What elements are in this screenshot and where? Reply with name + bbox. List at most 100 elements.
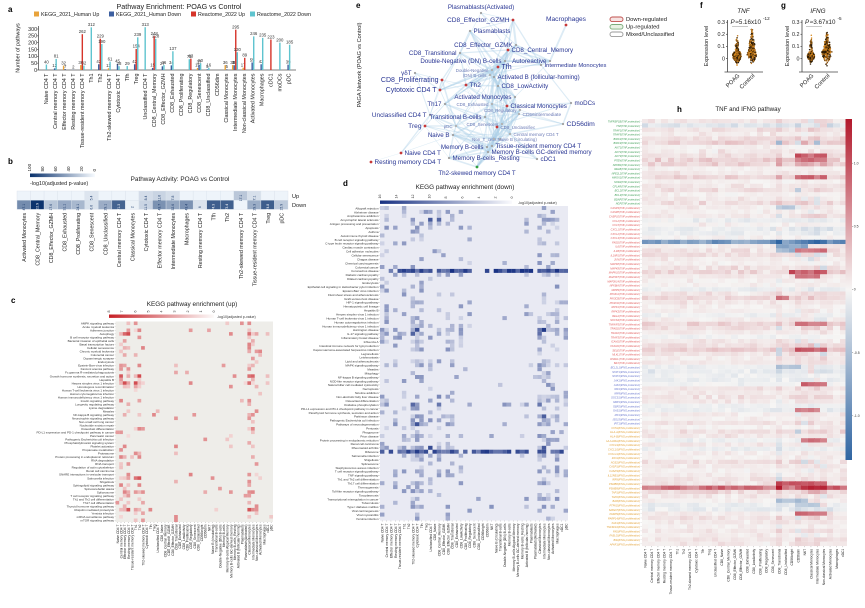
- svg-text:PD-L1 expression and PD-1 chec: PD-L1 expression and PD-1 checkpoint pat…: [36, 431, 114, 435]
- svg-text:0: 0: [34, 68, 37, 74]
- svg-text:CD8_Transitional: CD8_Transitional: [451, 523, 455, 549]
- svg-text:3: 3: [173, 311, 177, 313]
- svg-text:Dilated cardiomyopathy: Dilated cardiomyopathy: [347, 277, 379, 281]
- svg-text:Tfh: Tfh: [149, 524, 153, 529]
- svg-text:7.8: 7.8: [171, 196, 175, 201]
- svg-text:Transitional B-cells: Transitional B-cells: [429, 114, 481, 121]
- svg-text:Cytotoxic CD4 T: Cytotoxic CD4 T: [116, 73, 122, 113]
- svg-text:Macrophages: Macrophages: [185, 213, 191, 245]
- svg-text:Epstein-Barr virus infection: Epstein-Barr virus infection: [343, 289, 379, 293]
- svg-text:50: 50: [198, 58, 203, 63]
- svg-text:Non_T_cells: Non_T_cells: [472, 137, 497, 142]
- svg-text:16: 16: [206, 63, 211, 68]
- svg-text:13: 13: [106, 63, 111, 68]
- svg-text:Memory B-cells_Resting: Memory B-cells_Resting: [453, 155, 521, 162]
- svg-text:moDCs: moDCs: [278, 73, 284, 91]
- svg-text:Double-Negative (DN) B-cells: Double-Negative (DN) B-cells: [420, 58, 501, 65]
- svg-text:Plasmablasts: Plasmablasts: [474, 28, 511, 35]
- svg-text:Memory B-cells GC-derived memo: Memory B-cells GC-derived memory: [516, 523, 520, 577]
- svg-text:5: 5: [226, 64, 229, 69]
- svg-text:79: 79: [187, 54, 192, 59]
- svg-text:NOD-like receptor signaling pa: NOD-like receptor signaling pathway: [330, 379, 379, 383]
- svg-text:Activated B (follicular-homing: Activated B (follicular-homing): [237, 525, 241, 569]
- svg-text:Nucleotide excision repair: Nucleotide excision repair: [80, 423, 114, 427]
- svg-text:Salmonella infection: Salmonella infection: [352, 454, 379, 458]
- svg-text:CD8_Proliferating: CD8_Proliferating: [185, 524, 189, 550]
- svg-text:45: 45: [115, 59, 120, 64]
- svg-text:Plasmablasts(Activated): Plasmablasts(Activated): [448, 4, 514, 11]
- svg-text:2: 2: [72, 65, 75, 70]
- svg-text:Naive CD4 T: Naive CD4 T: [44, 73, 50, 104]
- svg-text:Renal cell carcinoma: Renal cell carcinoma: [86, 469, 114, 473]
- svg-text:0.2: 0.2: [792, 32, 800, 38]
- svg-text:CD8_Senescent: CD8_Senescent: [193, 524, 197, 548]
- svg-text:Tfh: Tfh: [420, 523, 424, 528]
- svg-text:pDC: pDC: [270, 524, 274, 531]
- svg-text:Treg: Treg: [134, 74, 140, 85]
- svg-text:5: 5: [146, 311, 150, 313]
- svg-text:Platelet activation: Platelet activation: [90, 445, 114, 449]
- svg-text:IL-17 signaling pathway: IL-17 signaling pathway: [347, 332, 379, 336]
- svg-text:12: 12: [52, 63, 57, 68]
- svg-text:0.1: 0.1: [792, 44, 800, 50]
- svg-text:CD8_Regulatory: CD8_Regulatory: [188, 73, 194, 113]
- svg-text:295: 295: [232, 24, 240, 29]
- svg-text:Osteoclast differentiation: Osteoclast differentiation: [346, 399, 379, 403]
- svg-text:CD8_Unclassified: CD8_Unclassified: [206, 73, 212, 116]
- svg-text:Naive CD4 T: Naive CD4 T: [405, 150, 442, 157]
- svg-text:CD56dim: CD56dim: [567, 121, 596, 128]
- svg-text:CD8_LowActivity: CD8_LowActivity: [182, 524, 186, 549]
- svg-text:Naive B (circulating): Naive B (circulating): [494, 524, 498, 554]
- svg-text:NF-kappa B signaling pathway: NF-kappa B signaling pathway: [338, 375, 379, 379]
- svg-text:Mixed/Unclassified: Mixed/Unclassified: [626, 32, 674, 38]
- svg-text:Macrophages: Macrophages: [546, 16, 587, 23]
- svg-text:Thyroid hormone signaling path: Thyroid hormone signaling pathway: [67, 504, 115, 508]
- svg-text:154: 154: [133, 44, 141, 49]
- svg-text:CD8_Proliferating: CD8_Proliferating: [76, 213, 82, 255]
- svg-text:Spliceosome: Spliceosome: [361, 462, 379, 466]
- svg-text:100: 100: [27, 163, 32, 171]
- svg-text:Lipid and atherosclerosis: Lipid and atherosclerosis: [345, 360, 379, 364]
- svg-text:0.3: 0.3: [792, 20, 800, 26]
- svg-text:CD8_Effector_GZMH: CD8_Effector_GZMH: [161, 73, 167, 124]
- svg-text:Pathway Enrichment: POAG vs Co: Pathway Enrichment: POAG vs Control: [116, 2, 241, 11]
- svg-text:Treg: Treg: [266, 213, 272, 224]
- svg-text:Intermediate Monocytes: Intermediate Monocytes: [233, 73, 239, 131]
- svg-text:Oxidative phosphorylation: Oxidative phosphorylation: [344, 403, 379, 407]
- svg-text:CD8_Naive: CD8_Naive: [160, 524, 164, 541]
- svg-text:42: 42: [96, 59, 101, 64]
- svg-text:Pathway Activity: POAG vs Cont: Pathway Activity: POAG vs Control: [131, 176, 230, 183]
- svg-text:Type I diabetes mellitus: Type I diabetes mellitus: [347, 505, 379, 509]
- svg-text:Intestinal immune network for: Intestinal immune network for IgA produc…: [319, 344, 379, 348]
- svg-text:CD8_Senescent: CD8_Senescent: [90, 212, 96, 251]
- svg-text:KEGG_2021_Human Down: KEGG_2021_Human Down: [116, 12, 181, 18]
- svg-text:CD8_Proliferrating: CD8_Proliferrating: [381, 77, 439, 84]
- svg-text:Cytotoxic CD4 T: Cytotoxic CD4 T: [416, 524, 420, 548]
- svg-text:≈5.16x10: ≈5.16x10: [736, 19, 762, 26]
- svg-text:CD8_Proliferating: CD8_Proliferating: [464, 523, 468, 549]
- svg-text:CD8_Central_Memory: CD8_Central_Memory: [36, 213, 42, 266]
- svg-text:29.1: 29.1: [103, 204, 107, 211]
- svg-text:Human T-cell leukemia virus 1: Human T-cell leukemia virus 1 infection: [62, 388, 114, 392]
- svg-text:Renal cell carcinoma: Renal cell carcinoma: [351, 442, 379, 446]
- svg-text:130: 130: [234, 47, 242, 52]
- svg-text:Spliceosome: Spliceosome: [97, 490, 115, 494]
- svg-text:7.1: 7.1: [252, 196, 256, 201]
- svg-text:Neurotrophin signaling pathway: Neurotrophin signaling pathway: [72, 416, 115, 420]
- svg-text:Cytotoxic CD4 T: Cytotoxic CD4 T: [386, 87, 438, 94]
- svg-text:Human immunodeficiency virus 1: Human immunodeficiency virus 1 infection: [322, 324, 379, 328]
- svg-text:5: 5: [206, 64, 209, 69]
- svg-text:Down: Down: [292, 203, 306, 209]
- svg-text:Classical Monocytes: Classical Monocytes: [224, 73, 230, 122]
- svg-text:Herpes simplex virus 1 infecti: Herpes simplex virus 1 infection: [336, 312, 379, 316]
- svg-text:moDCs: moDCs: [575, 100, 596, 107]
- svg-text:20: 20: [79, 166, 84, 172]
- svg-text:Resting memory CD4 T: Resting memory CD4 T: [198, 212, 204, 268]
- svg-text:200: 200: [28, 41, 37, 47]
- svg-text:CD8_Central_Memory: CD8_Central_Memory: [163, 524, 167, 557]
- svg-text:CD8_Senescent: CD8_Senescent: [473, 523, 477, 547]
- svg-text:Cellular senescence: Cellular senescence: [87, 346, 114, 350]
- svg-text:Th1: Th1: [403, 523, 407, 529]
- svg-text:Hematopoietic cell lineage: Hematopoietic cell lineage: [343, 305, 378, 309]
- svg-text:CD8_Central_Memory: CD8_Central_Memory: [438, 523, 442, 556]
